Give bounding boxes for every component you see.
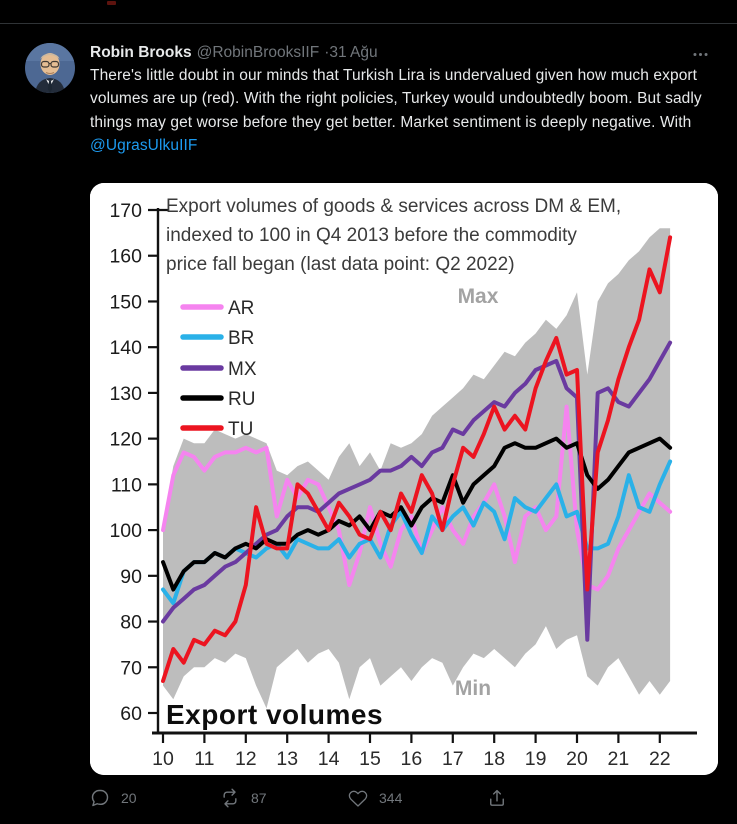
min-max-band — [163, 227, 671, 709]
legend-label-ru: RU — [228, 389, 255, 410]
tweet-date[interactable]: 31 Ağu — [329, 44, 378, 61]
tweet-content: Robin Brooks @RobinBrooksIIF · 31 Ağu Th… — [90, 43, 720, 813]
legend-item-tu: TU — [180, 419, 253, 440]
tweet-text-body: There's little doubt in our minds that T… — [90, 67, 702, 131]
author-name[interactable]: Robin Brooks — [90, 44, 192, 61]
y-tick-label: 80 — [120, 611, 142, 633]
top-divider — [0, 0, 737, 24]
y-tick-label: 100 — [109, 520, 142, 542]
svg-text:Export volumes of goods & serv: Export volumes of goods & services acros… — [166, 196, 621, 217]
retweet-count: 87 — [251, 789, 267, 806]
y-tick-label: 70 — [120, 657, 142, 679]
x-tick-label: 15 — [359, 748, 381, 770]
heart-icon — [348, 790, 368, 807]
tweet-header: Robin Brooks @RobinBrooksIIF · 31 Ağu — [90, 43, 720, 64]
avatar[interactable] — [25, 43, 75, 93]
share-button[interactable] — [487, 788, 507, 808]
avatar-photo — [25, 43, 75, 93]
export-volumes-chart: Max Min 170 160 150 140 130 120 110 100 90 80 70 60… — [90, 182, 718, 775]
meta-separator: · — [324, 44, 330, 61]
x-tick-label: 16 — [401, 748, 423, 770]
like-button[interactable]: 344 — [348, 788, 487, 808]
y-tick-label: 150 — [109, 291, 142, 313]
reply-count: 20 — [121, 789, 137, 806]
tweet: Robin Brooks @RobinBrooksIIF · 31 Ağu Th… — [0, 24, 737, 813]
chart-corner-label: Export volumes — [166, 699, 383, 730]
y-tick-label: 160 — [109, 245, 142, 267]
like-count: 344 — [379, 789, 403, 806]
y-tick-label: 130 — [109, 383, 142, 405]
tweet-text: There's little doubt in our minds that T… — [90, 64, 714, 158]
chart-media[interactable]: Max Min 170 160 150 140 130 120 110 100 90 80 70 60… — [90, 182, 718, 775]
x-tick-label: 13 — [276, 748, 298, 770]
mention-link[interactable]: @UgrasUlkuIIF — [90, 137, 198, 155]
y-tick-label: 140 — [109, 337, 142, 359]
legend-label-ar: AR — [228, 298, 254, 319]
series-line-ru — [161, 436, 673, 592]
series-line-mx — [161, 340, 673, 642]
band-polygon — [163, 227, 671, 709]
legend-label-br: BR — [228, 328, 254, 349]
legend-item-mx: MX — [180, 359, 257, 380]
legend-item-ar: AR — [180, 298, 254, 319]
action-bar: 20 87 344 — [90, 783, 720, 813]
x-tick-label: 21 — [608, 748, 630, 770]
x-tick-label: 14 — [318, 748, 340, 770]
legend-item-br: BR — [180, 328, 254, 349]
axes — [152, 207, 697, 735]
x-tick-label: 19 — [525, 748, 547, 770]
more-button[interactable] — [691, 45, 710, 64]
band-max-label: Max — [458, 285, 499, 308]
y-tick-label: 90 — [120, 565, 142, 587]
retweet-button[interactable]: 87 — [220, 788, 348, 808]
svg-text:price fall began (last data po: price fall began (last data point: Q2 20… — [166, 254, 515, 275]
reply-button[interactable]: 20 — [90, 788, 220, 808]
legend: AR BR MX RU — [180, 298, 257, 440]
axis-ticks-and-labels: 170 160 150 140 130 120 110 100 90 80 70 60 10 11 12 13… — [109, 200, 670, 770]
y-tick-label: 120 — [109, 428, 142, 450]
y-tick-label: 170 — [109, 200, 142, 222]
legend-label-mx: MX — [228, 359, 257, 380]
band-min-label: Min — [455, 677, 491, 700]
x-tick-label: 20 — [566, 748, 588, 770]
cropped-content-fragment — [107, 1, 116, 5]
chart-title: Export volumes of goods & services acros… — [166, 196, 621, 275]
retweet-icon — [223, 788, 237, 808]
x-tick-label: 22 — [649, 748, 671, 770]
share-icon — [490, 789, 504, 806]
reply-icon — [91, 789, 109, 806]
legend-label-tu: TU — [228, 419, 253, 440]
svg-text:indexed to 100 in Q4 2013 bef: indexed to 100 in Q4 2013 before the com… — [166, 225, 577, 246]
x-tick-label: 12 — [235, 748, 257, 770]
series-lines — [161, 235, 673, 683]
x-tick-label: 10 — [152, 748, 174, 770]
x-tick-label: 11 — [194, 748, 214, 770]
x-tick-label: 18 — [483, 748, 505, 770]
series-line-tu — [161, 235, 673, 683]
y-tick-label: 60 — [120, 703, 142, 725]
y-tick-label: 110 — [111, 474, 142, 496]
legend-item-ru: RU — [180, 389, 255, 410]
x-tick-label: 17 — [442, 748, 464, 770]
author-handle[interactable]: @RobinBrooksIIF — [196, 44, 320, 61]
more-icon — [693, 52, 708, 57]
